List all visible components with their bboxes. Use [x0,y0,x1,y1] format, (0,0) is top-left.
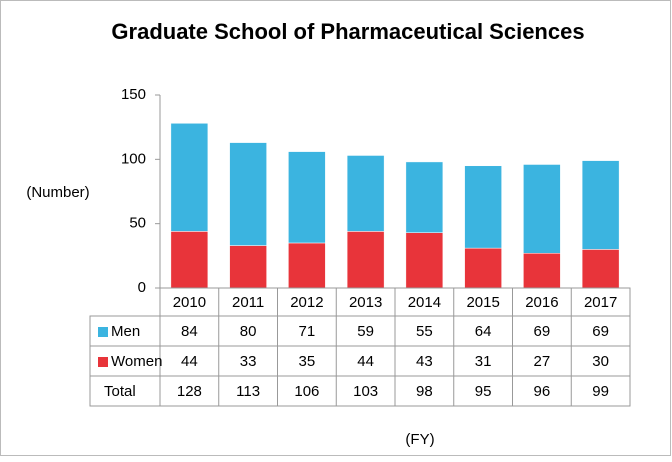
table-value: 106 [294,383,319,400]
bar-segment [288,242,326,289]
table-value: 96 [534,383,551,400]
table-value: 84 [181,323,198,340]
legend-swatch [98,357,108,367]
table-value: 69 [534,323,551,340]
bar-segment [346,155,385,232]
x-tick-label: 2010 [173,294,206,311]
bar-segment [464,165,502,249]
x-tick-label: 2012 [290,294,323,311]
y-axis-label: (Number) [26,184,89,201]
x-tick-label: 2016 [525,294,558,311]
table-value: 30 [592,353,609,370]
x-tick-label: 2015 [466,294,499,311]
bar-segment [229,245,267,289]
table-value: 44 [181,353,198,370]
bar-segment [464,247,502,289]
table-value: 64 [475,323,492,340]
table-value: 59 [357,323,374,340]
bar-segment [523,253,561,289]
table-value: 27 [534,353,551,370]
x-tick-label: 2011 [232,294,264,311]
y-tick-label: 100 [121,150,146,167]
bar-segment [346,231,385,289]
table-value: 95 [475,383,492,400]
table-value: 103 [353,383,378,400]
table-value: 43 [416,353,433,370]
bar-segment [229,142,267,246]
table-value: 44 [357,353,374,370]
bar-segment [288,151,326,244]
x-tick-label: 2017 [584,294,617,311]
bar-segment [581,249,620,289]
bar-segment [170,123,209,232]
y-tick-label: 50 [129,215,146,232]
table-value: 80 [240,323,257,340]
x-axis-label: (FY) [405,431,434,448]
table-value: 69 [592,323,609,340]
table-row-label: Total [104,383,136,400]
bar-segment [405,161,444,233]
table-value: 55 [416,323,433,340]
bar-segment [405,232,444,289]
bar-segment [170,231,209,289]
legend-label: Men [111,323,140,340]
y-tick-label: 150 [121,86,146,103]
table-value: 99 [592,383,609,400]
table-value: 98 [416,383,433,400]
table-value: 33 [240,353,257,370]
legend-swatch [98,327,108,337]
bar-segment [523,164,561,254]
x-tick-label: 2014 [408,294,441,311]
x-tick-label: 2013 [349,294,382,311]
table-value: 71 [299,323,316,340]
table-value: 128 [177,383,202,400]
table-value: 113 [236,383,260,400]
table-value: 31 [475,353,492,370]
y-tick-label: 0 [138,279,146,296]
chart-title: Graduate School of Pharmaceutical Scienc… [111,19,584,44]
table-value: 35 [299,353,316,370]
bar-segment [581,160,620,250]
legend-label: Women [111,353,162,370]
